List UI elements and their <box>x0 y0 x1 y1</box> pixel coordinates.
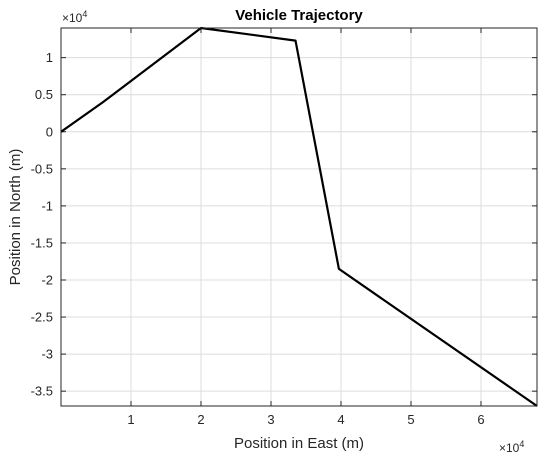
x-multiplier-exp: 4 <box>519 439 524 449</box>
x-axis-multiplier: ×104 <box>499 439 524 455</box>
y-axis-multiplier: ×104 <box>62 9 87 25</box>
y-tick-label: -2 <box>41 273 53 288</box>
y-tick-label: -3 <box>41 347 53 362</box>
plot-frame <box>60 27 538 407</box>
grid <box>61 28 537 406</box>
y-tick-label: 0.5 <box>35 87 53 102</box>
y-axis-label: Position in North (m) <box>7 149 24 286</box>
trajectory-line <box>60 26 538 407</box>
ticks <box>61 28 537 406</box>
x-axis-label: Position in East (m) <box>234 435 364 452</box>
y-tick-label: -1.5 <box>31 235 53 250</box>
y-tick-label: 0 <box>46 124 53 139</box>
y-tick-label: -0.5 <box>31 161 53 176</box>
x-tick-label: 5 <box>407 412 414 427</box>
x-tick-label: 3 <box>267 412 274 427</box>
y-multiplier-exp: 4 <box>82 9 87 19</box>
x-multiplier-base: ×10 <box>499 441 520 455</box>
y-tick-label: -2.5 <box>31 310 53 325</box>
y-tick-label: 1 <box>46 50 53 65</box>
plot-area <box>61 28 537 406</box>
y-multiplier-base: ×10 <box>62 11 83 25</box>
x-tick-label: 1 <box>127 412 134 427</box>
x-tick-label: 2 <box>197 412 204 427</box>
y-tick-label: -1 <box>41 198 53 213</box>
x-tick-label: 6 <box>477 412 484 427</box>
y-tick-label: -3.5 <box>31 384 53 399</box>
chart-title: Vehicle Trajectory <box>235 7 363 24</box>
x-tick-label: 4 <box>337 412 344 427</box>
tick-labels: 1 2 3 4 5 6 1 0.5 0 -0.5 -1 -1.5 -2 -2.5 -3 -3.5 <box>31 50 485 427</box>
